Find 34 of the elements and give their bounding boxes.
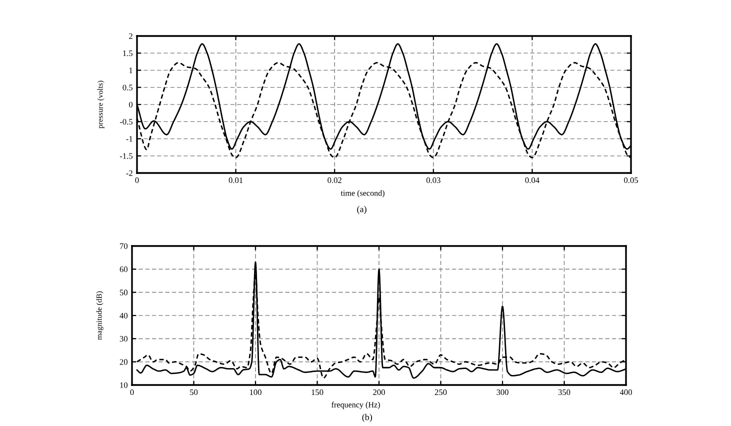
text: (b) bbox=[362, 414, 372, 422]
y-tick-label: 30 bbox=[120, 336, 128, 342]
x-tick-label: 150 bbox=[312, 389, 324, 396]
x-tick-label: 250 bbox=[434, 389, 447, 396]
y-tick-label: 0.5 bbox=[122, 84, 133, 90]
x-tick-label: 50 bbox=[190, 389, 198, 396]
y-tick-label: -1 bbox=[126, 136, 132, 142]
x-tick-label: 300 bbox=[496, 389, 508, 396]
x-tick-label: 0.03 bbox=[426, 177, 440, 184]
y-tick-label: 2 bbox=[129, 33, 132, 39]
x-tick-label: 0.04 bbox=[525, 177, 540, 184]
x-tick-label: 0.05 bbox=[624, 177, 638, 184]
y-tick-label: 10 bbox=[120, 382, 128, 388]
y-tick-label: -1.5 bbox=[120, 153, 133, 159]
y-tick-label: 1 bbox=[129, 68, 132, 74]
y-tick-label: 0 bbox=[128, 102, 133, 108]
y-tick-label: 70 bbox=[120, 243, 128, 249]
x-tick-label: 0.01 bbox=[228, 177, 243, 184]
x-tick-label: 350 bbox=[558, 389, 570, 396]
x-tick-label: 0.02 bbox=[328, 177, 342, 184]
y-tick-label: 50 bbox=[120, 290, 128, 296]
y-tick-label: 20 bbox=[120, 359, 128, 365]
y-tick-label: 40 bbox=[120, 312, 128, 318]
x-axis-title: time (second) bbox=[340, 190, 384, 198]
y-tick-label: 60 bbox=[120, 266, 128, 272]
x-tick-label: 400 bbox=[620, 389, 632, 396]
y-tick-label: -0.5 bbox=[120, 118, 133, 125]
x-axis-title: frequency (Hz) bbox=[332, 402, 380, 410]
x-tick-label: 100 bbox=[250, 389, 262, 396]
text: (a) bbox=[357, 206, 366, 214]
x-tick-label: 200 bbox=[373, 389, 385, 396]
y-tick-label: -2 bbox=[126, 170, 132, 176]
x-tick-label: 0 bbox=[135, 177, 139, 184]
y-tick-label: 1.5 bbox=[123, 50, 133, 56]
